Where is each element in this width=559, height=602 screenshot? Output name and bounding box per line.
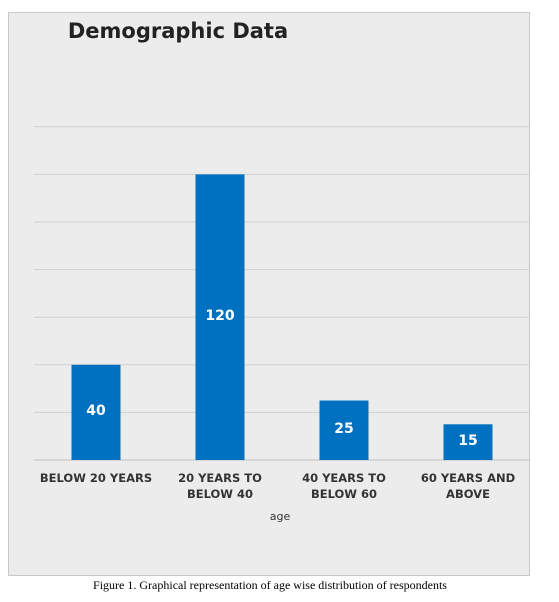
bar-value-label: 120	[190, 308, 250, 324]
bar-value-label: 15	[438, 433, 498, 449]
bar-value-label: 25	[314, 421, 374, 437]
x-tick-label: 60 YEARS AND ABOVE	[406, 470, 530, 502]
x-axis-title: age	[240, 510, 320, 523]
x-tick-label: 40 YEARS TO BELOW 60	[282, 470, 406, 502]
x-tick-label: BELOW 20 YEARS	[34, 470, 158, 486]
figure-caption: Figure 1. Graphical representation of ag…	[0, 578, 540, 593]
bar-value-label: 40	[66, 403, 126, 419]
x-tick-label: 20 YEARS TO BELOW 40	[158, 470, 282, 502]
chart-title: Demographic Data	[8, 19, 348, 43]
